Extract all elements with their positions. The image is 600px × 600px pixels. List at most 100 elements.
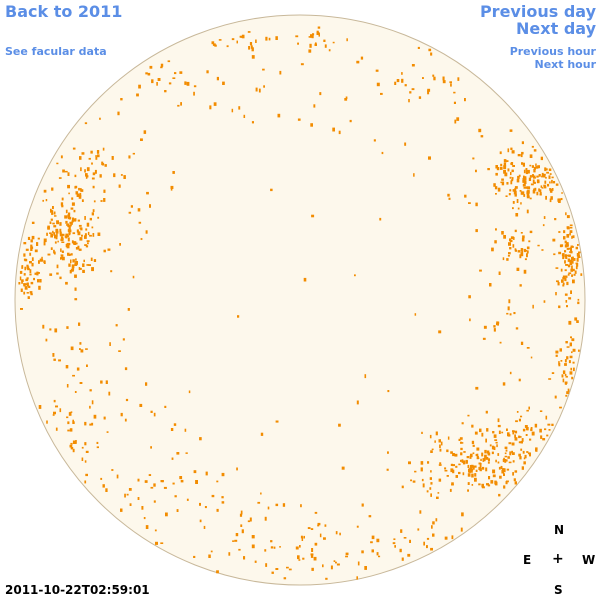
- facula-speck: [520, 202, 522, 205]
- previous-hour-link[interactable]: Previous hour: [509, 45, 596, 58]
- facula-speck: [42, 199, 44, 202]
- facula-speck: [469, 318, 471, 322]
- facula-speck: [564, 293, 568, 296]
- facula-speck: [52, 414, 55, 416]
- facula-speck: [504, 455, 508, 458]
- facula-speck: [555, 350, 559, 354]
- facula-speck: [491, 445, 495, 450]
- facula-speck: [521, 466, 524, 470]
- facula-speck: [59, 408, 62, 413]
- see-facular-data-link[interactable]: See facular data: [5, 45, 107, 58]
- facula-speck: [535, 447, 538, 450]
- facula-speck: [488, 476, 491, 480]
- facula-speck: [164, 405, 167, 408]
- facula-speck: [216, 76, 219, 81]
- facula-speck: [482, 458, 485, 462]
- facula-speck: [128, 488, 132, 491]
- facula-speck: [429, 487, 432, 490]
- facula-speck: [79, 237, 83, 241]
- facula-speck: [180, 479, 184, 483]
- back-to-year-link[interactable]: Back to 2011: [5, 2, 123, 21]
- previous-day-link[interactable]: Previous day: [479, 2, 596, 21]
- facula-speck: [499, 151, 502, 155]
- facula-speck: [569, 355, 573, 359]
- facula-speck: [513, 312, 516, 315]
- facula-speck: [237, 315, 240, 318]
- facula-speck: [92, 172, 96, 176]
- facula-speck: [562, 275, 565, 280]
- facula-speck: [569, 259, 573, 263]
- facula-speck: [72, 259, 75, 263]
- facula-speck: [509, 451, 512, 456]
- facula-speck: [91, 400, 94, 405]
- facula-speck: [26, 277, 29, 280]
- facula-speck: [143, 517, 146, 520]
- facula-speck: [275, 568, 279, 570]
- facula-speck: [495, 481, 498, 486]
- facula-speck: [495, 459, 497, 463]
- facula-speck: [510, 162, 513, 165]
- facula-speck: [310, 528, 314, 530]
- facula-speck: [173, 423, 177, 426]
- facula-speck: [234, 539, 238, 542]
- facula-speck: [31, 235, 35, 240]
- facula-speck: [279, 546, 281, 548]
- facula-speck: [509, 176, 512, 179]
- facula-speck: [451, 482, 454, 486]
- facula-speck: [108, 391, 111, 396]
- facula-speck: [478, 462, 481, 465]
- facula-speck: [371, 535, 375, 540]
- facula-speck: [523, 461, 526, 465]
- facula-speck: [540, 156, 543, 161]
- facula-speck: [476, 447, 480, 451]
- facula-speck: [211, 494, 215, 498]
- facula-speck: [118, 184, 121, 188]
- facula-speck: [123, 175, 126, 179]
- compass-east-label: E: [523, 553, 532, 567]
- facula-speck: [564, 278, 567, 282]
- facula-speck: [221, 496, 224, 499]
- facula-speck: [533, 168, 536, 173]
- facula-speck: [564, 269, 567, 272]
- next-day-link[interactable]: Next day: [516, 19, 596, 38]
- facula-speck: [79, 267, 82, 270]
- facula-speck: [214, 44, 217, 47]
- facula-speck: [236, 467, 238, 471]
- facula-speck: [132, 275, 135, 279]
- facula-speck: [76, 229, 79, 233]
- facula-speck: [68, 212, 71, 216]
- facula-speck: [460, 459, 462, 462]
- facula-speck: [85, 245, 89, 248]
- compass-west-label: W: [582, 553, 596, 567]
- facula-speck: [555, 354, 558, 357]
- facula-speck: [216, 480, 219, 483]
- facula-speck: [572, 258, 576, 261]
- facula-speck: [566, 215, 570, 219]
- facula-speck: [472, 157, 475, 160]
- facula-speck: [446, 449, 449, 453]
- next-hour-link[interactable]: Next hour: [534, 58, 597, 71]
- facula-speck: [485, 456, 489, 460]
- facula-speck: [118, 350, 121, 352]
- facula-speck: [51, 213, 54, 215]
- facula-speck: [67, 172, 70, 176]
- facula-speck: [30, 281, 34, 285]
- facula-speck: [451, 535, 454, 540]
- facula-speck: [277, 113, 281, 118]
- facula-speck: [475, 453, 478, 457]
- facula-speck: [504, 459, 508, 462]
- facula-speck: [193, 91, 195, 96]
- facula-speck: [177, 104, 180, 107]
- facula-speck: [23, 253, 26, 257]
- facula-speck: [562, 378, 565, 383]
- facula-speck: [526, 193, 530, 197]
- facula-speck: [176, 452, 180, 455]
- facula-speck: [512, 244, 515, 248]
- facula-speck: [435, 518, 438, 522]
- facula-speck: [520, 448, 523, 451]
- facula-speck: [394, 545, 396, 548]
- facula-speck: [330, 565, 333, 570]
- facula-speck: [139, 403, 143, 407]
- facula-speck: [525, 168, 528, 171]
- facula-speck: [517, 154, 521, 157]
